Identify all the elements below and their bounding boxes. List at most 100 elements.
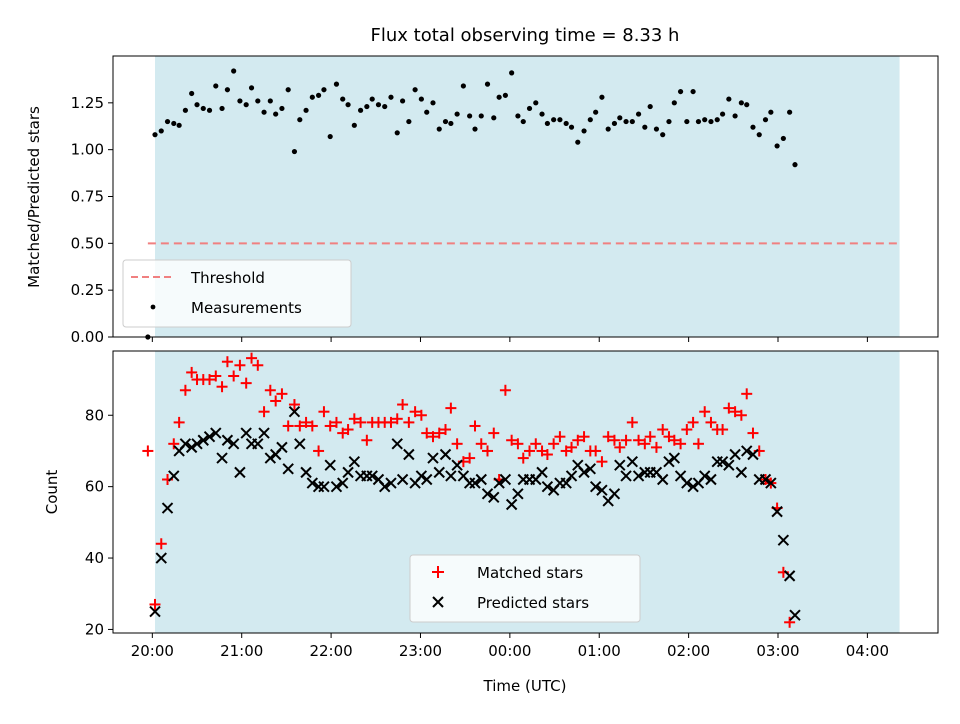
legend-box-bottom — [409, 554, 641, 623]
matched-star-point — [741, 388, 753, 400]
measurement-point — [520, 118, 526, 125]
matched-star-point — [179, 384, 191, 396]
matched-star-point — [445, 402, 457, 414]
matched-star-point — [276, 388, 288, 400]
predicted-star-point — [632, 470, 645, 482]
plot-frame-bottom — [112, 350, 939, 634]
matched-star-point — [596, 456, 608, 468]
measurement-point — [369, 96, 375, 102]
matched-star-point — [342, 424, 354, 436]
matched-star-point — [403, 416, 415, 428]
predicted-star-point — [366, 470, 378, 482]
predicted-star-point — [179, 438, 192, 450]
measurement-point — [732, 113, 738, 119]
measurement-point — [255, 98, 261, 104]
predicted-star-point — [565, 470, 578, 482]
measurement-point — [575, 139, 581, 145]
matched-star-point — [282, 420, 294, 432]
matched-star-point — [620, 434, 632, 446]
measurement-point — [611, 120, 618, 127]
legend-measurements-label: Measurements — [191, 299, 302, 317]
predicted-star-point — [589, 480, 602, 493]
ratio-panel: 0.00 0.25 0.50 0.75 1.00 1.25 Matched/Predict… — [25, 55, 939, 346]
matched-star-point — [221, 356, 233, 368]
predicted-star-point — [747, 448, 759, 461]
measurement-point — [279, 105, 285, 112]
matched-star-point — [692, 438, 704, 450]
measurement-point — [551, 117, 557, 123]
matched-star-point — [270, 395, 282, 407]
matched-star-point — [300, 416, 312, 428]
measurement-point — [213, 83, 219, 89]
predicted-star-point — [765, 477, 777, 489]
measurement-point — [671, 100, 677, 106]
predicted-star-point — [716, 455, 729, 468]
predicted-star-point — [210, 427, 222, 439]
matched-star-point — [451, 438, 463, 450]
matched-star-point — [246, 352, 258, 364]
matched-star-point — [530, 438, 542, 450]
predicted-star-point — [300, 466, 312, 479]
predicted-star-point — [789, 609, 801, 621]
measurement-point — [726, 96, 732, 102]
count-panel: 20 40 60 80 20:00 21:00 22:00 23:00 00:00 01:00 0… — [43, 350, 939, 695]
predicted-star-point — [197, 434, 209, 446]
matched-star-point — [168, 438, 180, 450]
predicted-star-point — [396, 473, 409, 486]
measurement-point — [171, 120, 177, 127]
measurement-point — [702, 117, 708, 123]
matched-star-point — [602, 431, 614, 443]
matched-star-point — [572, 434, 584, 446]
measurement-point — [158, 128, 164, 134]
matched-star-point — [252, 359, 264, 371]
x-tick-label: 04:00 — [846, 642, 889, 660]
matched-star-point — [735, 409, 747, 421]
predicted-star-point — [536, 466, 548, 479]
matched-star-point — [608, 434, 620, 446]
measurement-point — [399, 98, 406, 104]
matched-star-point — [614, 441, 626, 453]
predicted-star-point — [427, 452, 439, 464]
legend-box-top — [122, 259, 352, 328]
matched-star-point — [657, 424, 669, 436]
predicted-star-point — [258, 427, 270, 439]
predicted-star-point — [681, 477, 693, 489]
x-axis-label: Time (UTC) — [483, 677, 567, 695]
matched-star-point — [590, 445, 602, 457]
predicted-star-point — [488, 491, 500, 504]
legend-measurements-swatch — [150, 304, 156, 310]
matched-star-point — [524, 445, 536, 457]
predicted-star-point — [578, 466, 590, 479]
predicted-star-point — [168, 470, 180, 482]
measurement-point — [509, 70, 515, 76]
matched-star-point — [240, 377, 252, 389]
measurement-point — [684, 118, 690, 125]
measurement-point — [152, 132, 158, 138]
predicted-star-point — [185, 441, 198, 454]
matched-star-point — [318, 406, 330, 418]
measurement-point — [563, 120, 569, 127]
matched-star-point — [723, 402, 735, 414]
x-tick-label: 02:00 — [667, 642, 710, 660]
matched-star-point — [566, 441, 578, 453]
matched-star-point — [216, 381, 228, 393]
measurement-point — [780, 135, 786, 142]
predicted-star-point — [512, 488, 524, 500]
matched-star-point — [729, 406, 741, 418]
legend-predicted-swatch — [432, 596, 444, 608]
matched-star-point — [717, 424, 729, 436]
measurement-point — [544, 120, 550, 127]
measurement-point — [224, 87, 231, 93]
predicted-star-point — [379, 480, 391, 493]
y-tick-label: 0.25 — [71, 281, 104, 299]
predicted-star-point — [560, 477, 572, 489]
matched-star-point — [644, 431, 656, 443]
measurement-point — [375, 102, 382, 108]
predicted-star-point — [337, 477, 349, 489]
measurement-point — [787, 109, 793, 115]
matched-star-point — [499, 384, 511, 396]
matched-star-point — [415, 409, 427, 421]
measurement-point — [460, 83, 466, 89]
measurement-point — [647, 103, 653, 110]
predicted-star-point — [391, 438, 403, 450]
